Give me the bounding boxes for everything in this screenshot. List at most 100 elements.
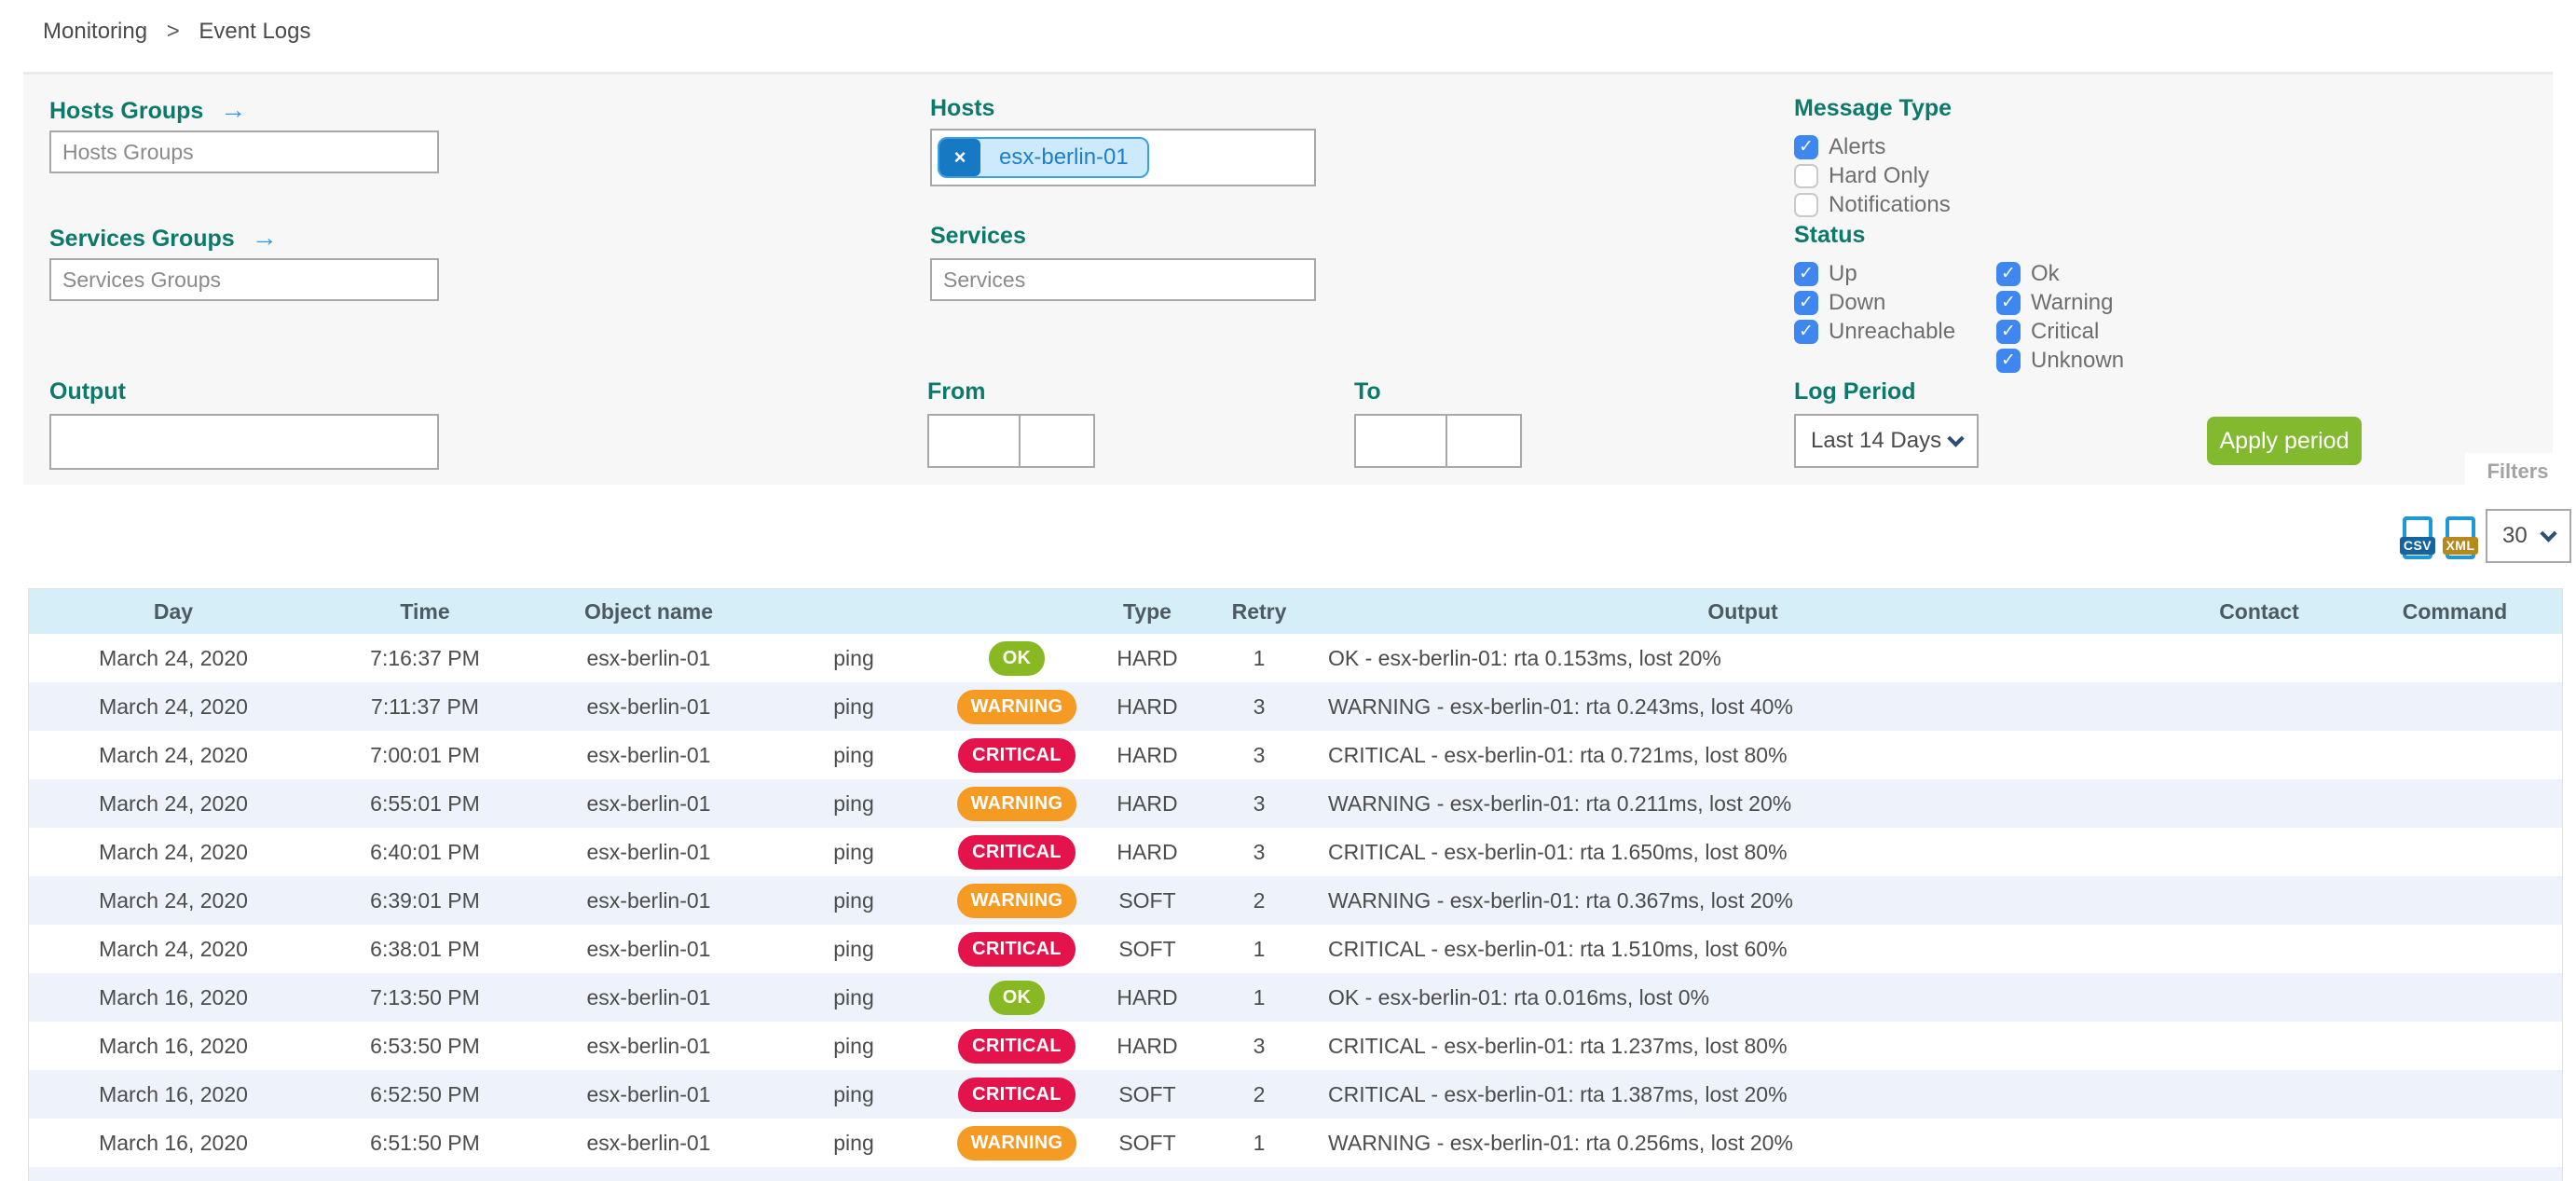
- cell-service[interactable]: ping: [833, 1130, 874, 1155]
- cell-service[interactable]: ping: [833, 790, 874, 816]
- cell-object-name[interactable]: esx-berlin-01: [586, 790, 711, 816]
- column-header[interactable]: Type: [1123, 598, 1172, 624]
- checkbox-icon[interactable]: [1794, 290, 1818, 315]
- breadcrumb-item-monitoring[interactable]: Monitoring: [43, 19, 148, 44]
- services-groups-input[interactable]: [49, 258, 439, 301]
- cell-object-name[interactable]: esx-berlin-01: [586, 693, 711, 719]
- services-input[interactable]: [930, 258, 1316, 301]
- cell-object-name[interactable]: esx-berlin-01: [586, 1130, 711, 1155]
- remove-tag-icon[interactable]: ×: [939, 139, 980, 176]
- checkbox-icon[interactable]: [1794, 319, 1818, 344]
- arrow-right-icon[interactable]: →: [251, 223, 278, 252]
- column-header[interactable]: Output: [1707, 598, 1778, 624]
- cell-time: 6:55:01 PM: [370, 790, 480, 816]
- table-row[interactable]: March 24, 2020 6:55:01 PM esx-berlin-01 …: [29, 779, 2562, 828]
- column-header[interactable]: Time: [400, 598, 450, 624]
- cell-object-name[interactable]: esx-berlin-01: [586, 742, 711, 767]
- checkbox-hard-only[interactable]: Hard Only: [1794, 161, 1951, 190]
- checkbox-icon[interactable]: [1996, 348, 2021, 373]
- column-header[interactable]: Day: [153, 598, 194, 624]
- table-row[interactable]: March 16, 2020 6:52:50 PM esx-berlin-01 …: [29, 1070, 2562, 1119]
- cell-object-name[interactable]: esx-berlin-01: [586, 936, 711, 961]
- table-row[interactable]: March 16, 2020 6:51:50 PM esx-berlin-01 …: [29, 1119, 2562, 1167]
- column-header[interactable]: Contact: [2219, 598, 2299, 624]
- cell-object-name[interactable]: esx-berlin-01: [586, 984, 711, 1009]
- table-row[interactable]: March 16, 2020 6:53:50 PM esx-berlin-01 …: [29, 1022, 2562, 1070]
- table-row[interactable]: March 24, 2020 7:16:37 PM esx-berlin-01 …: [29, 634, 2562, 682]
- cell-retry: 1: [1253, 984, 1266, 1009]
- cell-object-name[interactable]: esx-berlin-01: [586, 887, 711, 913]
- cell-service[interactable]: ping: [833, 936, 874, 961]
- checkbox-unreachable[interactable]: Unreachable: [1794, 317, 1955, 346]
- checkbox-warning[interactable]: Warning: [1996, 288, 2124, 317]
- checkbox-icon[interactable]: [1794, 163, 1818, 188]
- cell-service[interactable]: ping: [833, 645, 874, 670]
- cell-retry: 3: [1253, 693, 1266, 719]
- cell-service[interactable]: ping: [833, 887, 874, 913]
- log-period-select[interactable]: Last 14 Days: [1794, 414, 1979, 468]
- column-header[interactable]: Object name: [583, 598, 714, 624]
- cell-status: WARNING: [942, 1125, 1091, 1160]
- hosts-groups-input[interactable]: [49, 130, 439, 173]
- checkbox-icon[interactable]: [1996, 290, 2021, 315]
- cell-object-name[interactable]: esx-berlin-01: [586, 1081, 711, 1106]
- checkbox-ok[interactable]: Ok: [1996, 259, 2124, 288]
- checkbox-alerts[interactable]: Alerts: [1794, 132, 1951, 161]
- from-time-input[interactable]: [1019, 414, 1095, 468]
- log-period-label: Log Period: [1794, 378, 1916, 405]
- checkbox-notifications[interactable]: Notifications: [1794, 190, 1951, 219]
- cell-service[interactable]: ping: [833, 1081, 874, 1106]
- checkbox-icon[interactable]: [1996, 319, 2021, 344]
- hosts-input[interactable]: × esx-berlin-01: [930, 129, 1316, 186]
- cell-status: CRITICAL: [942, 1028, 1091, 1064]
- table-row[interactable]: March 24, 2020 7:00:01 PM esx-berlin-01 …: [29, 731, 2562, 779]
- table-row[interactable]: March 16, 2020 7:13:50 PM esx-berlin-01 …: [29, 973, 2562, 1022]
- cell-output: CRITICAL - esx-berlin-01: rta 1.650ms, l…: [1328, 839, 1788, 864]
- page-size-select[interactable]: 30: [2486, 509, 2571, 563]
- cell-service[interactable]: ping: [833, 839, 874, 864]
- cell-service[interactable]: ping: [833, 693, 874, 719]
- checkbox-icon[interactable]: [1794, 134, 1818, 159]
- cell-status: WARNING: [942, 883, 1091, 918]
- export-xml-button[interactable]: XML: [2443, 516, 2478, 561]
- status-badge: CRITICAL: [958, 931, 1076, 967]
- services-label: Services: [930, 223, 1026, 249]
- breadcrumb-item-event-logs[interactable]: Event Logs: [199, 19, 311, 44]
- arrow-right-icon[interactable]: →: [220, 95, 247, 124]
- to-time-input[interactable]: [1446, 414, 1522, 468]
- table-row[interactable]: March 24, 2020 7:11:37 PM esx-berlin-01 …: [29, 682, 2562, 731]
- from-datetime: [927, 414, 1095, 468]
- export-csv-button[interactable]: CSV: [2400, 516, 2435, 561]
- checkbox-icon[interactable]: [1996, 261, 2021, 286]
- output-input[interactable]: [49, 414, 439, 470]
- status-label: Status: [1794, 222, 1866, 248]
- cell-service[interactable]: ping: [833, 1033, 874, 1058]
- cell-object-name[interactable]: esx-berlin-01: [586, 645, 711, 670]
- cell-status: CRITICAL: [942, 1077, 1091, 1112]
- cell-status: WARNING: [942, 689, 1091, 724]
- to-date-input[interactable]: [1354, 414, 1447, 468]
- cell-day: March 24, 2020: [99, 839, 248, 864]
- column-header[interactable]: Command: [2402, 598, 2508, 624]
- status-badge: WARNING: [956, 1125, 1077, 1160]
- cell-service[interactable]: ping: [833, 984, 874, 1009]
- apply-period-button[interactable]: Apply period: [2207, 417, 2362, 465]
- column-header[interactable]: Retry: [1231, 598, 1287, 624]
- cell-output: CRITICAL - esx-berlin-01: rta 1.237ms, l…: [1328, 1033, 1788, 1058]
- cell-retry: 2: [1253, 887, 1266, 913]
- checkbox-down[interactable]: Down: [1794, 288, 1955, 317]
- table-row[interactable]: March 24, 2020 6:39:01 PM esx-berlin-01 …: [29, 876, 2562, 925]
- cell-retry: 3: [1253, 839, 1266, 864]
- cell-retry: 1: [1253, 1130, 1266, 1155]
- cell-object-name[interactable]: esx-berlin-01: [586, 839, 711, 864]
- checkbox-critical[interactable]: Critical: [1996, 317, 2124, 346]
- table-row[interactable]: March 24, 2020 6:40:01 PM esx-berlin-01 …: [29, 828, 2562, 876]
- checkbox-unknown[interactable]: Unknown: [1996, 346, 2124, 375]
- checkbox-icon[interactable]: [1794, 192, 1818, 217]
- checkbox-up[interactable]: Up: [1794, 259, 1955, 288]
- cell-object-name[interactable]: esx-berlin-01: [586, 1033, 711, 1058]
- cell-service[interactable]: ping: [833, 742, 874, 767]
- table-row[interactable]: March 24, 2020 6:38:01 PM esx-berlin-01 …: [29, 925, 2562, 973]
- from-date-input[interactable]: [927, 414, 1021, 468]
- checkbox-icon[interactable]: [1794, 261, 1818, 286]
